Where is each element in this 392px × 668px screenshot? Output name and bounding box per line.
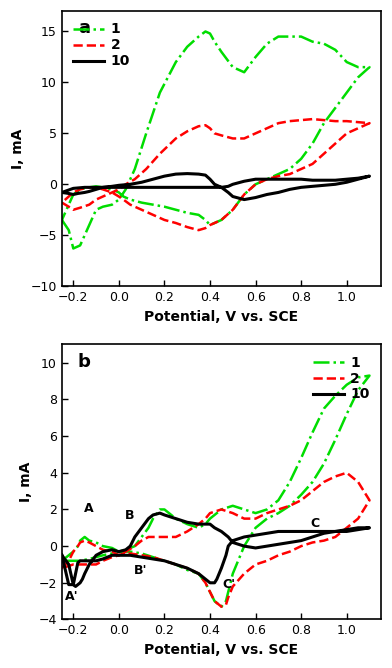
- Line: 2: 2: [62, 119, 370, 230]
- 2: [162, 216, 167, 224]
- 10: [158, 509, 162, 517]
- 10: [333, 180, 338, 188]
- 10: [87, 188, 92, 196]
- 10: [242, 196, 247, 204]
- 2: [344, 469, 349, 477]
- 2: [196, 226, 201, 234]
- 10: [185, 170, 190, 178]
- Text: C': C': [223, 578, 236, 591]
- 1: [265, 514, 269, 522]
- 1: [162, 202, 167, 210]
- 10: [139, 553, 144, 561]
- 1: [71, 244, 76, 253]
- 10: [226, 188, 230, 196]
- 10: [105, 553, 110, 561]
- 1: [212, 37, 217, 45]
- 10: [253, 531, 258, 539]
- 10: [321, 528, 326, 536]
- 2: [94, 560, 98, 568]
- 10: [203, 171, 208, 179]
- 1: [116, 548, 121, 556]
- 1: [321, 460, 326, 468]
- 10: [87, 557, 92, 565]
- 2: [230, 509, 235, 517]
- Line: 1: 1: [62, 31, 370, 248]
- 2: [60, 198, 64, 206]
- Line: 1: 1: [62, 375, 370, 607]
- 2: [60, 564, 64, 572]
- Y-axis label: I, mA: I, mA: [19, 462, 33, 502]
- 2: [265, 557, 269, 565]
- 2: [230, 134, 235, 142]
- 2: [94, 196, 98, 204]
- 1: [253, 53, 258, 61]
- Line: 10: 10: [62, 174, 370, 200]
- Legend: 1, 2, 10: 1, 2, 10: [68, 17, 135, 73]
- Text: a: a: [78, 19, 90, 37]
- 10: [73, 582, 78, 591]
- 2: [321, 536, 326, 544]
- 1: [344, 58, 349, 66]
- Text: B: B: [125, 510, 134, 522]
- X-axis label: Potential, V vs. SCE: Potential, V vs. SCE: [144, 643, 298, 657]
- 1: [230, 502, 235, 510]
- Text: b: b: [78, 353, 91, 371]
- Line: 10: 10: [62, 513, 370, 587]
- Text: A: A: [83, 502, 93, 515]
- 1: [367, 371, 372, 379]
- 1: [60, 557, 64, 565]
- 1: [101, 202, 105, 210]
- 1: [60, 216, 64, 224]
- 10: [60, 188, 64, 196]
- Text: A': A': [65, 590, 79, 603]
- 2: [203, 121, 208, 129]
- 1: [230, 570, 235, 578]
- 10: [60, 551, 64, 559]
- Text: B': B': [134, 564, 147, 577]
- 1: [94, 553, 98, 561]
- Legend: 1, 2, 10: 1, 2, 10: [308, 351, 375, 406]
- 2: [310, 115, 315, 123]
- 10: [60, 188, 64, 196]
- 1: [219, 603, 224, 611]
- 1: [356, 63, 361, 71]
- 2: [60, 198, 64, 206]
- X-axis label: Potential, V vs. SCE: Potential, V vs. SCE: [144, 309, 298, 323]
- 2: [219, 603, 224, 611]
- 2: [60, 564, 64, 572]
- 10: [196, 183, 201, 191]
- Line: 2: 2: [62, 473, 370, 607]
- Y-axis label: I, mA: I, mA: [11, 128, 25, 169]
- 2: [344, 117, 349, 125]
- 2: [333, 117, 338, 125]
- Text: C: C: [310, 517, 319, 530]
- 1: [203, 27, 208, 35]
- 2: [230, 582, 235, 591]
- 1: [60, 557, 64, 565]
- 2: [116, 551, 121, 559]
- 10: [60, 551, 64, 559]
- 10: [321, 181, 326, 189]
- 1: [60, 216, 64, 224]
- 10: [203, 575, 208, 583]
